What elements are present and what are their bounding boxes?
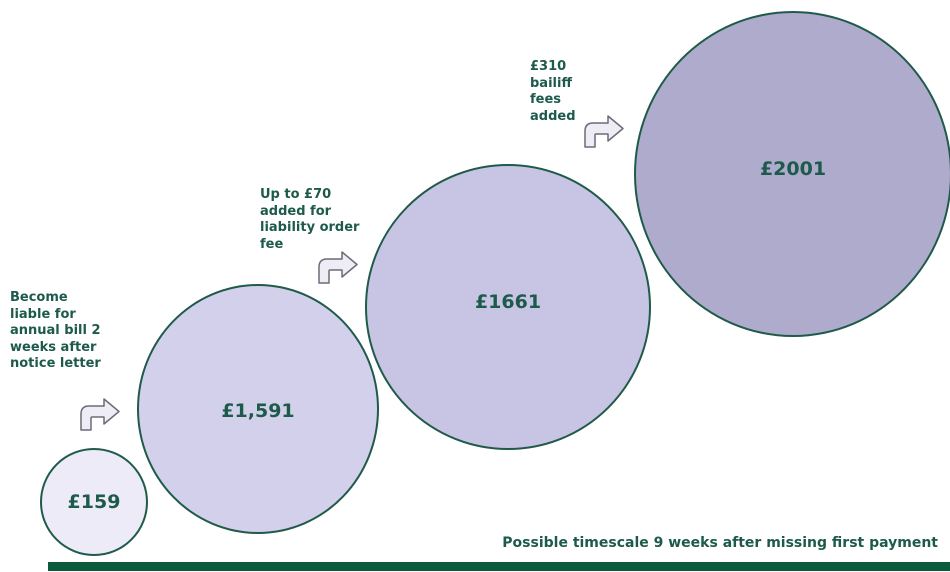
amount-circle-2: £1,591 — [137, 284, 379, 534]
amount-label-4: £2001 — [759, 158, 827, 180]
turn-right-arrow-icon — [80, 398, 120, 431]
turn-right-arrow-icon — [584, 115, 624, 148]
step-note-liable: Become liable for annual bill 2 weeks af… — [10, 290, 101, 371]
step-note-bailiff: £310 bailiff fees added — [530, 59, 576, 124]
amount-label-1: £159 — [67, 491, 121, 513]
timescale-caption: Possible timescale 9 weeks after missing… — [502, 535, 938, 551]
step-note-liability-order: Up to £70 added for liability order fee — [260, 187, 360, 252]
turn-right-arrow-icon — [318, 251, 358, 284]
amount-circle-1: £159 — [40, 448, 148, 556]
amount-circle-3: £1661 — [365, 164, 651, 450]
timeline-baseline — [48, 562, 950, 571]
amount-label-3: £1661 — [474, 291, 542, 313]
amount-circle-4: £2001 — [634, 11, 950, 337]
amount-label-2: £1,591 — [221, 400, 295, 422]
